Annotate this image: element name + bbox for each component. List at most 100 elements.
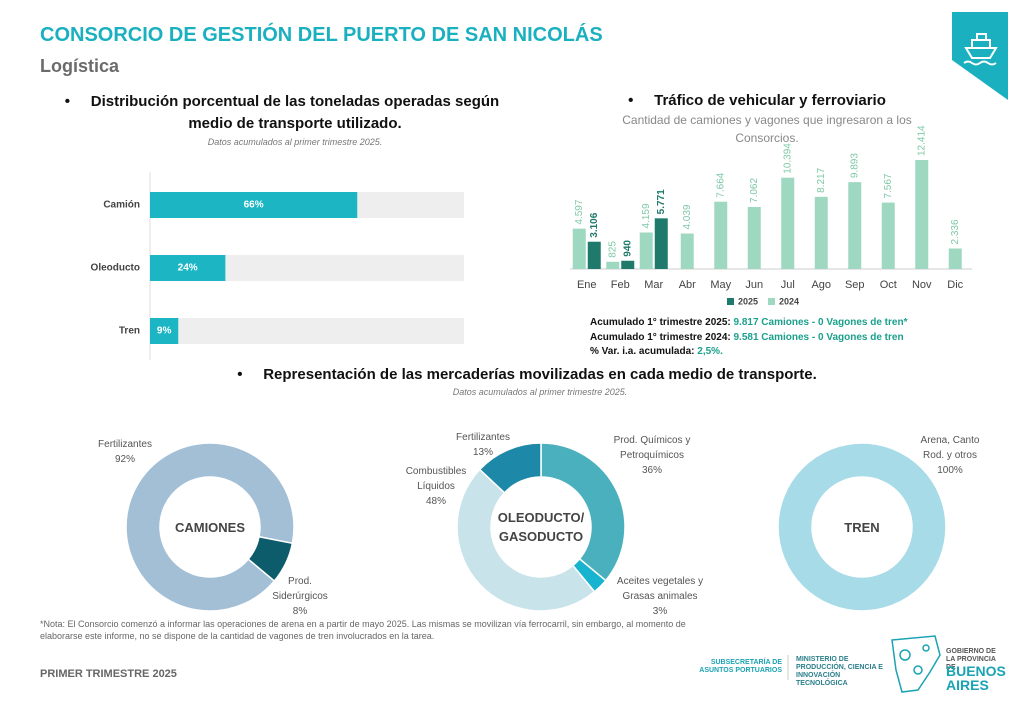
ship-icon [963, 33, 998, 66]
value-label: 2.336 [950, 219, 961, 244]
bar [747, 206, 761, 269]
donut-segment [125, 442, 295, 612]
value-label: 3% [652, 606, 668, 617]
summary-label: % Var. i.a. acumulada: [590, 346, 695, 357]
donut-center-label: OLEODUCTO/ GASODUCTO [497, 510, 585, 544]
legend-label: 2025 [738, 296, 758, 306]
bar [714, 201, 728, 269]
bar [150, 255, 226, 281]
summary-line: Acumulado 1° trimestre 2025: 9.817 Camio… [590, 317, 907, 328]
bar [848, 182, 862, 269]
corner-badge [952, 12, 1008, 100]
value-label: 7.062 [749, 178, 760, 203]
value-label: 940 [622, 240, 633, 257]
legend-swatch [727, 298, 734, 305]
donut-segment [777, 442, 947, 612]
x-tick-label: Jul [781, 279, 795, 291]
value-label: 7.664 [715, 172, 726, 197]
summary-value: 2,5%. [697, 346, 723, 357]
bar [606, 261, 620, 269]
chart-subtitle: Datos acumulados al primer trimestre 202… [207, 137, 383, 147]
x-tick-label: Ene [577, 279, 597, 291]
segment-label: Combustibles Líquidos 48% [401, 464, 471, 509]
bar [680, 233, 694, 269]
summary-line: % Var. i.a. acumulada: 2,5%. [590, 346, 723, 357]
donut-segment [540, 442, 626, 582]
bar [915, 160, 929, 269]
category-label: Prod. Químicos y Petroquímicos [613, 435, 691, 461]
chart-subtitle: Cantidad de camiones y vagones que ingre… [622, 113, 912, 145]
value-label: 7.567 [883, 173, 894, 198]
bar [587, 241, 601, 269]
legend-label: 2024 [779, 296, 799, 306]
category-label: Tren [119, 326, 140, 337]
x-tick-label: Mar [644, 279, 663, 291]
summary-label: Acumulado 1° trimestre 2024: [590, 332, 731, 343]
bar [639, 232, 653, 269]
donut-segment [247, 535, 294, 583]
category-label: Oleoducto [91, 263, 140, 274]
section-subtitle: Datos acumulados al primer trimestre 202… [452, 387, 628, 397]
logo-text: BUENOS AIRES [946, 663, 1006, 693]
page-title: CONSORCIO DE GESTIÓN DEL PUERTO DE SAN N… [40, 24, 603, 46]
x-tick-label: Nov [912, 279, 932, 291]
bar [572, 228, 586, 269]
value-label: 4.159 [641, 203, 652, 228]
bar [150, 318, 179, 344]
donut-segment [456, 468, 596, 612]
value-label: 48% [425, 496, 446, 507]
x-tick-label: Abr [679, 279, 696, 291]
bar [948, 248, 962, 269]
bar [814, 196, 828, 269]
segment-label: Fertilizantes 92% [80, 437, 170, 467]
category-label: Camión [103, 200, 140, 211]
value-label: 4.597 [574, 199, 585, 224]
value-label: 5.771 [656, 189, 667, 214]
value-label: 12.414 [916, 125, 927, 156]
x-tick-label: Sep [845, 279, 865, 291]
bar [150, 192, 358, 218]
footnote: *Nota: El Consorcio comenzó a informar l… [40, 619, 686, 641]
summary-label: Acumulado 1° trimestre 2025: [590, 317, 731, 328]
chart-title: Tráfico de vehicular y ferroviario [628, 90, 910, 112]
value-label: 4.039 [682, 204, 693, 229]
x-tick-label: Jun [745, 279, 763, 291]
x-tick-label: Feb [611, 279, 630, 291]
segment-label: Prod. Siderúrgicos 8% [265, 574, 335, 619]
bar-track [150, 318, 464, 344]
page-subtitle: Logística [40, 56, 120, 76]
value-label: 100% [937, 465, 963, 476]
value-label: 92% [114, 454, 135, 465]
value-label: 10.394 [782, 143, 793, 174]
category-label: Prod. Siderúrgicos [272, 576, 328, 602]
category-label: Arena, Canto Rod. y otros [920, 435, 980, 461]
legend-swatch [768, 298, 775, 305]
category-label: Combustibles Líquidos [405, 466, 467, 492]
donut-center-label: TREN [844, 519, 880, 535]
x-tick-label: Ago [811, 279, 831, 291]
value-label: 825 [607, 241, 618, 258]
value-label: 9.893 [849, 153, 860, 178]
province-logo [891, 635, 941, 693]
value-label: 3.106 [589, 212, 600, 237]
x-tick-label: Oct [880, 279, 897, 291]
segment-label: Fertilizantes 13% [443, 430, 523, 460]
value-label: 24% [178, 263, 198, 274]
bar [781, 177, 795, 269]
value-label: 9% [157, 326, 172, 337]
category-label: Aceites vegetales y Grasas animales [616, 576, 704, 602]
category-label: Fertilizantes [98, 439, 152, 450]
value-label: 13% [472, 447, 493, 458]
value-label: 8% [292, 606, 308, 617]
logo-text: GOBIERNO DE LA PROVINCIA DE [946, 648, 996, 671]
value-label: 66% [244, 200, 264, 211]
logo-text: SUBSECRETARÍA DE ASUNTOS PORTUARIOS [699, 659, 782, 674]
segment-label: Prod. Químicos y Petroquímicos 36% [602, 433, 702, 478]
section-title: Representación de las mercaderías movili… [230, 364, 850, 386]
bar [621, 260, 635, 269]
summary-value: 9.817 Camiones - 0 Vagones de tren* [733, 317, 908, 328]
footer-period: PRIMER TRIMESTRE 2025 [40, 668, 177, 680]
category-label: Fertilizantes [456, 432, 510, 443]
summary-value: 9.581 Camiones - 0 Vagones de tren [733, 332, 904, 343]
